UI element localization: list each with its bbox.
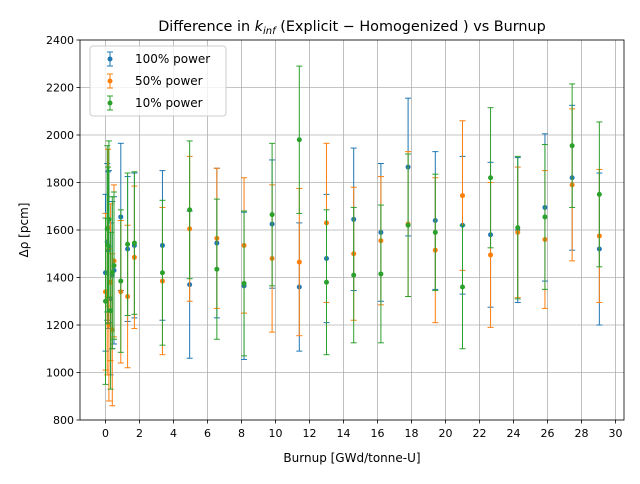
legend-handle (107, 95, 113, 111)
x-tick-label: 10 (269, 427, 283, 440)
y-tick-label: 2400 (46, 34, 74, 47)
data-point (488, 252, 494, 258)
y-tick-label: 800 (53, 414, 74, 427)
data-point (106, 216, 112, 222)
data-point (324, 279, 329, 285)
data-point (241, 280, 247, 286)
data-point (125, 241, 131, 247)
y-tick-label: 1600 (46, 224, 74, 237)
y-tick-label: 1800 (46, 177, 74, 190)
x-tick-label: 4 (170, 427, 177, 440)
data-point (351, 272, 357, 278)
legend-box (89, 45, 227, 117)
legend-handle (107, 73, 113, 89)
chart-title: Difference in kinf (Explicit − Homogeniz… (158, 19, 546, 37)
x-tick-label: 2 (136, 427, 143, 440)
x-axis-ticks: 0 2 4 6 8 10 12 14 16 18 20 22 24 26 28 30 (102, 420, 623, 440)
legend-marker (107, 100, 113, 106)
legend-label: 50% power (135, 74, 203, 88)
legend-handle (107, 51, 113, 67)
legend: 100% power 50% power 10% power (89, 45, 227, 117)
data-point (131, 240, 137, 246)
data-point (111, 263, 117, 269)
y-tick-label: 2200 (46, 82, 74, 95)
data-point (405, 222, 411, 228)
data-point (187, 207, 193, 213)
data-point (269, 212, 275, 218)
x-tick-label: 6 (204, 427, 211, 440)
title-k: k (255, 19, 264, 35)
data-point (214, 266, 220, 272)
y-axis-ticks: 800 1000 1200 1400 1600 1800 2000 2200 2400 (46, 34, 80, 427)
series-3 (102, 65, 603, 390)
title-prefix: Difference in (158, 19, 254, 35)
data-series (102, 65, 603, 407)
data-point (378, 271, 384, 277)
data-point (596, 191, 602, 197)
x-tick-label: 28 (575, 427, 589, 440)
legend-marker (107, 56, 113, 62)
data-point (460, 193, 465, 199)
data-point (460, 284, 465, 290)
title-subscript: inf (263, 26, 277, 37)
legend-marker (107, 78, 113, 84)
y-tick-label: 1000 (46, 367, 74, 380)
legend-label: 10% power (135, 96, 203, 110)
x-tick-label: 18 (405, 427, 419, 440)
data-point (569, 143, 575, 149)
x-tick-label: 8 (238, 427, 245, 440)
y-axis-label: Δρ [pcm] (17, 203, 31, 258)
x-tick-label: 16 (371, 427, 385, 440)
data-point (515, 225, 521, 231)
x-tick-label: 14 (337, 427, 351, 440)
y-tick-label: 1200 (46, 319, 74, 332)
y-tick-label: 2000 (46, 129, 74, 142)
y-tick-label: 1400 (46, 272, 74, 285)
x-tick-label: 30 (609, 427, 623, 440)
x-tick-label: 0 (102, 427, 109, 440)
data-point (296, 137, 302, 143)
x-tick-label: 26 (541, 427, 555, 440)
data-point (542, 214, 548, 220)
x-tick-label: 20 (439, 427, 453, 440)
data-point (296, 259, 302, 265)
title-suffix: (Explicit − Homogenized ) vs Burnup (276, 19, 546, 35)
data-point (432, 229, 438, 235)
data-point (159, 270, 165, 276)
x-tick-label: 22 (473, 427, 487, 440)
x-tick-label: 24 (507, 427, 521, 440)
data-point (488, 175, 494, 181)
x-axis-label: Burnup [GWd/tonne-U] (283, 451, 420, 465)
x-tick-label: 12 (303, 427, 317, 440)
data-point (118, 278, 124, 284)
data-point (105, 242, 111, 248)
legend-label: 100% power (135, 52, 210, 66)
